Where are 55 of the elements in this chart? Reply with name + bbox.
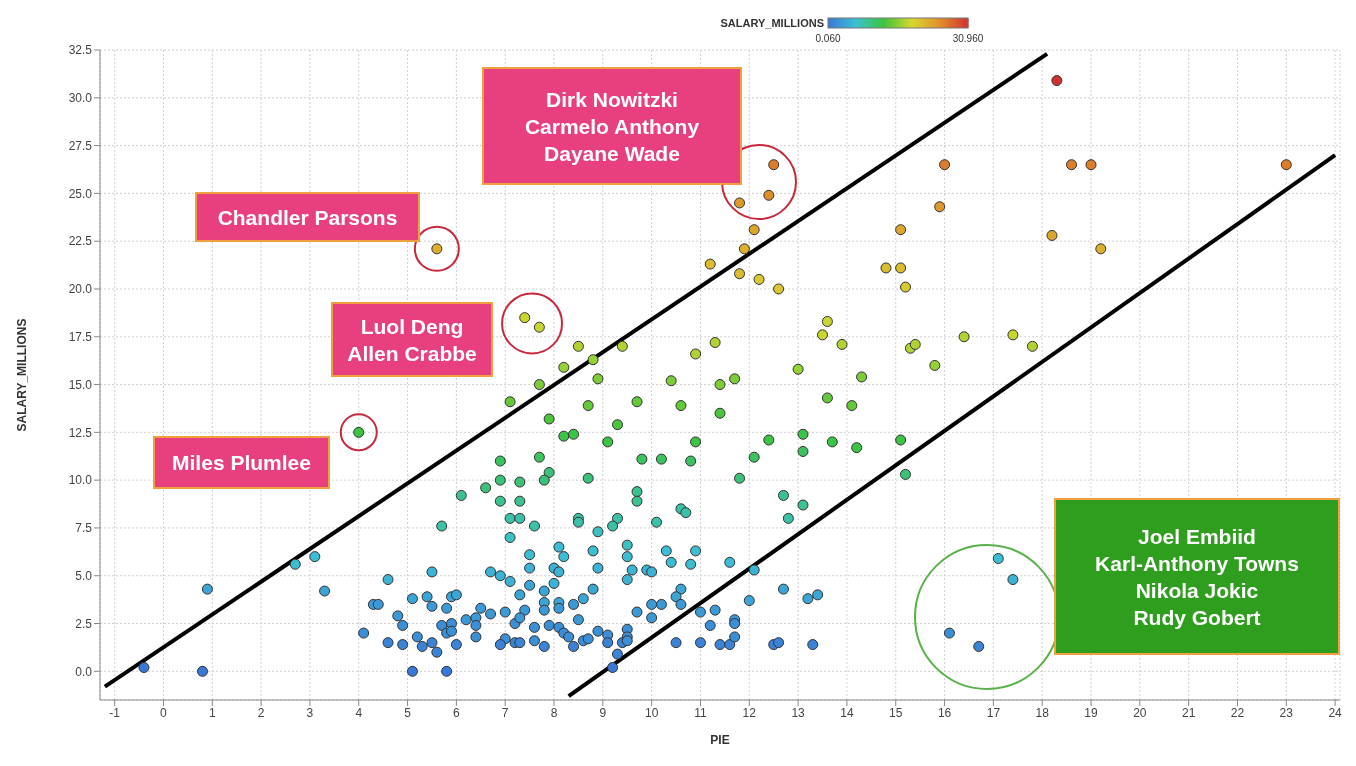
callout-box: Miles Plumlee bbox=[153, 436, 330, 489]
x-tick-label: 23 bbox=[1279, 705, 1294, 720]
x-tick-label: -1 bbox=[109, 705, 121, 720]
x-tick-label: 15 bbox=[889, 705, 903, 720]
x-tick-label: 12 bbox=[742, 705, 757, 720]
x-tick-label: 7 bbox=[501, 705, 509, 720]
x-tick-label: 1 bbox=[208, 705, 216, 720]
callout-box: Luol Deng Allen Crabbe bbox=[331, 302, 493, 377]
x-tick-label: 20 bbox=[1133, 705, 1147, 720]
y-tick-label: 0.0 bbox=[75, 664, 93, 679]
color-bar-title: SALARY_MILLIONS bbox=[720, 17, 824, 29]
x-axis-title: PIE bbox=[710, 733, 730, 747]
y-tick-label: 7.5 bbox=[75, 521, 93, 536]
callout-box: Dirk Nowitzki Carmelo Anthony Dayane Wade bbox=[482, 67, 742, 185]
x-tick-label: 19 bbox=[1084, 705, 1099, 720]
x-tick-label: 16 bbox=[937, 705, 952, 720]
annotation: Miles Plumlee bbox=[172, 450, 311, 476]
y-tick-label: 12.5 bbox=[68, 425, 93, 440]
x-tick-label: 17 bbox=[986, 705, 1001, 720]
annotation: Luol Deng Allen Crabbe bbox=[347, 313, 477, 367]
x-tick-label: 8 bbox=[550, 705, 558, 720]
y-tick-label: 5.0 bbox=[75, 569, 93, 583]
x-tick-label: 0 bbox=[160, 705, 168, 720]
y-tick-label: 32.5 bbox=[68, 43, 93, 58]
x-tick-label: 18 bbox=[1035, 705, 1050, 720]
annotation: Chandler Parsons bbox=[217, 204, 398, 231]
x-tick-label: 11 bbox=[694, 705, 708, 720]
x-tick-label: 5 bbox=[404, 705, 412, 720]
annotation: Dirk Nowitzki Carmelo Anthony Dayane Wade bbox=[524, 86, 700, 167]
x-tick-label: 6 bbox=[453, 705, 461, 720]
y-tick-label: 27.5 bbox=[68, 138, 93, 153]
x-tick-label: 3 bbox=[306, 705, 314, 720]
x-tick-label: 2 bbox=[257, 705, 265, 720]
x-tick-label: 13 bbox=[791, 705, 806, 720]
x-tick-label: 9 bbox=[599, 705, 607, 720]
x-tick-label: 24 bbox=[1328, 705, 1343, 720]
y-tick-label: 15.0 bbox=[68, 377, 93, 392]
annotation: Joel Embiid Karl-Anthony Towns Nikola Jokic Rudy Gobert bbox=[1095, 523, 1299, 631]
y-tick-label: 17.5 bbox=[68, 330, 93, 345]
callout-box: Joel Embiid Karl-Anthony Towns Nikola Jokic Rudy Gobert bbox=[1054, 498, 1340, 655]
x-tick-label: 4 bbox=[355, 705, 363, 720]
callout-box: Chandler Parsons bbox=[195, 192, 420, 242]
color-bar-label: 0.060 bbox=[815, 33, 841, 44]
y-tick-label: 25.0 bbox=[68, 186, 93, 201]
y-tick-label: 10.0 bbox=[68, 473, 93, 488]
y-tick-label: 2.5 bbox=[75, 616, 93, 631]
x-tick-label: 22 bbox=[1230, 705, 1245, 720]
y-tick-label: 20.0 bbox=[68, 282, 93, 297]
x-tick-label: 14 bbox=[840, 705, 854, 720]
color-bar-label: 30.960 bbox=[952, 33, 984, 44]
x-tick-label: 21 bbox=[1181, 705, 1196, 720]
y-tick-label: 30.0 bbox=[68, 91, 93, 106]
y-tick-label: 22.5 bbox=[68, 234, 93, 249]
x-tick-label: 10 bbox=[644, 705, 659, 720]
y-axis-title: SALARY_MILLIONS bbox=[15, 318, 30, 432]
